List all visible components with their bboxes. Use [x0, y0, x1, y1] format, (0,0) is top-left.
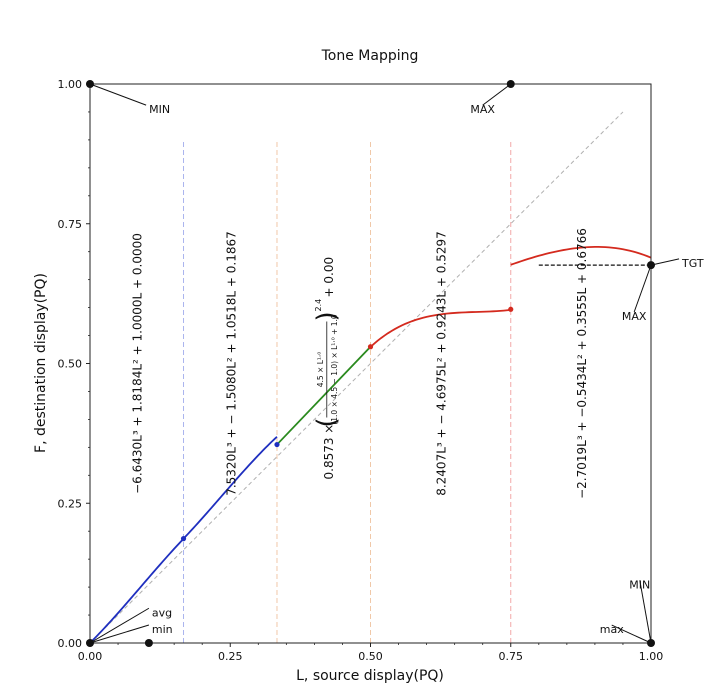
- segment-equations: −6.6430L³ + 1.8184L² + 1.0000L + 0.0000 …: [131, 228, 589, 499]
- curve-knot: [367, 344, 374, 350]
- annotation-marker: [86, 80, 94, 88]
- annotation-leader: [89, 83, 147, 106]
- annotation-label: TGT: [681, 257, 704, 270]
- y-tick-label: 0.50: [58, 358, 83, 371]
- curve-segment-3: [276, 346, 372, 446]
- x-tick-label: 0.50: [358, 650, 383, 663]
- annotation-markers: [86, 80, 655, 647]
- tone-curve: [89, 245, 652, 644]
- annotation-label: max: [600, 623, 624, 636]
- y-tick-label: 1.00: [58, 78, 83, 91]
- equation-segment-3-exponent: 2.4: [314, 299, 323, 312]
- equation-segment-3-paren-close: ): [312, 311, 342, 321]
- annotation-marker: [144, 639, 153, 647]
- y-tick-label: 0.75: [58, 218, 83, 231]
- point-annotations: MIN MAX TGT MAX MIN max avg min: [89, 83, 704, 644]
- annotation-label: MAX: [622, 310, 647, 323]
- chart-title: Tone Mapping: [321, 48, 419, 64]
- curve-knot: [180, 536, 187, 542]
- annotation-label: avg: [152, 606, 172, 619]
- annotation-label: MAX: [470, 103, 495, 116]
- annotation-marker: [86, 639, 94, 647]
- equation-segment-2: 7.5320L³ + − 1.5080L² + 1.0518L + 0.1867: [224, 231, 238, 496]
- y-tick-label: 0.25: [58, 497, 83, 510]
- equation-segment-1: −6.6430L³ + 1.8184L² + 1.0000L + 0.0000: [131, 233, 145, 494]
- y-axis-label: F, destination display(PQ): [33, 273, 49, 453]
- annotation-leader: [633, 264, 652, 313]
- x-tick-label: 0.25: [218, 650, 243, 663]
- y-tick-label: 0.00: [58, 637, 83, 650]
- equation-segment-5: −2.7019L³ + −0.5434L² + 0.3555L + 0.6766: [575, 228, 589, 499]
- equation-segment-3-denominator: (1.0 × 4.5 − 1.0) × L¹·⁰ + 1.0: [330, 314, 339, 425]
- annotation-leader: [639, 580, 652, 644]
- equation-segment-4: 8.2407L³ + − 4.6975L² + 0.9243L + 0.5297: [435, 231, 449, 496]
- curve-segment-1: [89, 538, 185, 644]
- x-tick-label: 0.00: [78, 650, 103, 663]
- annotation-label: min: [152, 623, 173, 636]
- x-axis-label: L, source display(PQ): [296, 668, 444, 684]
- annotation-leader: [650, 258, 680, 266]
- x-axis-ticks: 0.00 0.25 0.50 0.75 1.00: [78, 643, 664, 663]
- y-axis-ticks: 0.00 0.25 0.50 0.75 1.00: [58, 78, 90, 650]
- equation-segment-3-numerator: 4.5 × L¹·⁰: [316, 352, 325, 388]
- annotation-leader: [89, 624, 150, 644]
- annotation-leader: [611, 624, 652, 644]
- equation-segment-3-tail: + 0.00: [322, 257, 336, 298]
- annotation-label: MIN: [149, 103, 170, 116]
- vertical-divider-lines: [183, 139, 512, 643]
- x-tick-label: 1.00: [639, 650, 664, 663]
- reference-lines: [90, 111, 651, 643]
- x-tick-label: 0.75: [499, 650, 524, 663]
- annotation-leader: [482, 83, 512, 106]
- equation-segment-3-paren-open: (: [312, 417, 342, 427]
- annotation-marker: [647, 261, 655, 270]
- curve-segment-2: [182, 436, 278, 540]
- curve-knot: [274, 441, 280, 448]
- annotation-label: MIN: [629, 578, 650, 591]
- curve-segment-4: [369, 308, 511, 348]
- equation-segment-3: 0.8573 × ( 4.5 × L¹·⁰ (1.0 × 4.5 − 1.0) …: [312, 257, 342, 480]
- curve-segment-5: [510, 245, 652, 266]
- annotation-marker: [506, 80, 515, 88]
- identity-diagonal: [90, 111, 624, 643]
- curve-knot: [508, 306, 514, 312]
- annotation-leader: [89, 607, 150, 644]
- equation-segment-3-coef: 0.8573 ×: [322, 424, 336, 480]
- annotation-marker: [647, 639, 655, 647]
